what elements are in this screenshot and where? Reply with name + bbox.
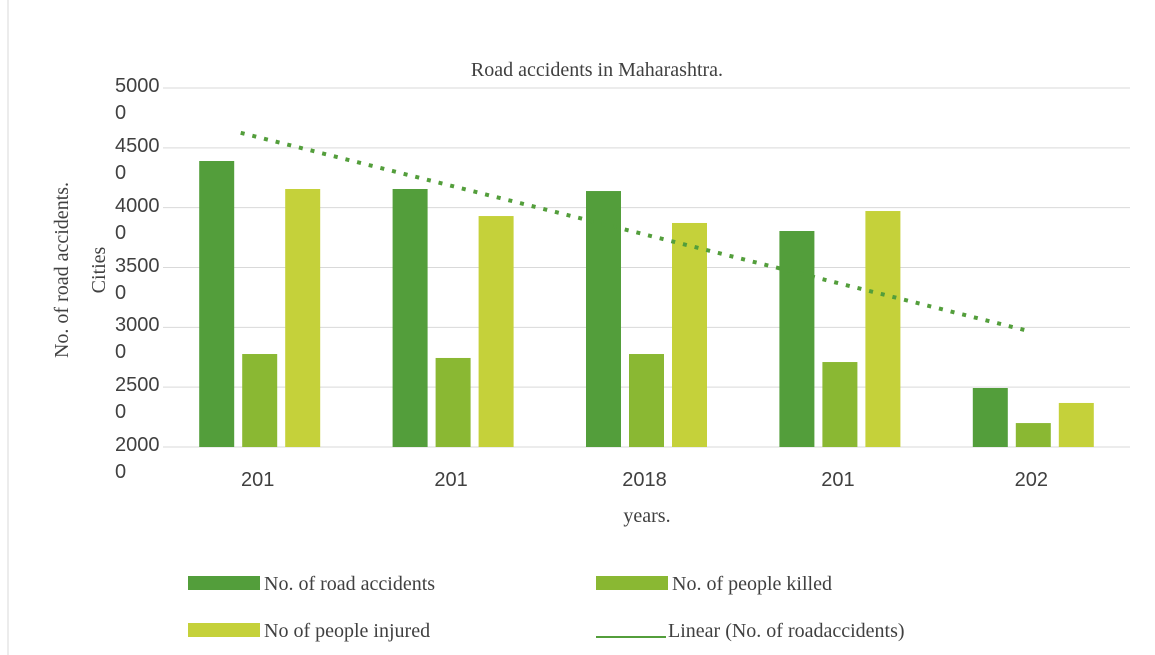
x-tick-label: 201	[821, 469, 854, 491]
bar	[822, 362, 858, 447]
y-axis-title: No. of road accidents.	[51, 182, 73, 358]
chart-title: Road accidents in Maharashtra.	[471, 59, 723, 81]
bar	[865, 211, 901, 447]
legend-swatch	[188, 623, 260, 637]
bar	[972, 388, 1008, 447]
y-tick-label: 35000	[115, 254, 160, 304]
bar	[199, 160, 235, 447]
legend-label: Linear (No. of roadaccidents)	[668, 620, 905, 642]
y-tick-label: 40000	[115, 194, 160, 244]
annotation: Cities	[88, 246, 110, 293]
trendline	[240, 130, 1030, 334]
legend-label: No of people injured	[264, 620, 430, 642]
bar	[478, 216, 514, 447]
bar	[392, 188, 428, 448]
y-tick-label: 50000	[115, 75, 160, 124]
x-axis-title: years.	[623, 505, 670, 527]
bar	[1058, 402, 1094, 447]
bar	[285, 188, 321, 448]
bar	[672, 222, 707, 447]
legend-label: No. of road accidents	[264, 573, 435, 595]
legend-swatch	[188, 576, 260, 590]
y-tick-label: 20000	[115, 434, 160, 483]
legend-label: No. of people killed	[672, 573, 832, 595]
bar	[242, 354, 278, 447]
bar	[435, 357, 471, 447]
bar	[1015, 423, 1051, 447]
bar	[629, 354, 664, 447]
y-tick-label: 30000	[115, 314, 160, 364]
legend-swatch	[596, 576, 668, 590]
y-tick-label: 25000	[115, 374, 160, 424]
x-tick-label: 202	[1015, 469, 1048, 491]
y-tick-label: 45000	[115, 134, 160, 184]
x-tick-label: 201	[241, 469, 274, 491]
x-tick-label: 2018	[622, 469, 667, 491]
x-tick-label: 201	[434, 469, 467, 491]
bar	[586, 191, 621, 447]
bar	[779, 231, 815, 447]
